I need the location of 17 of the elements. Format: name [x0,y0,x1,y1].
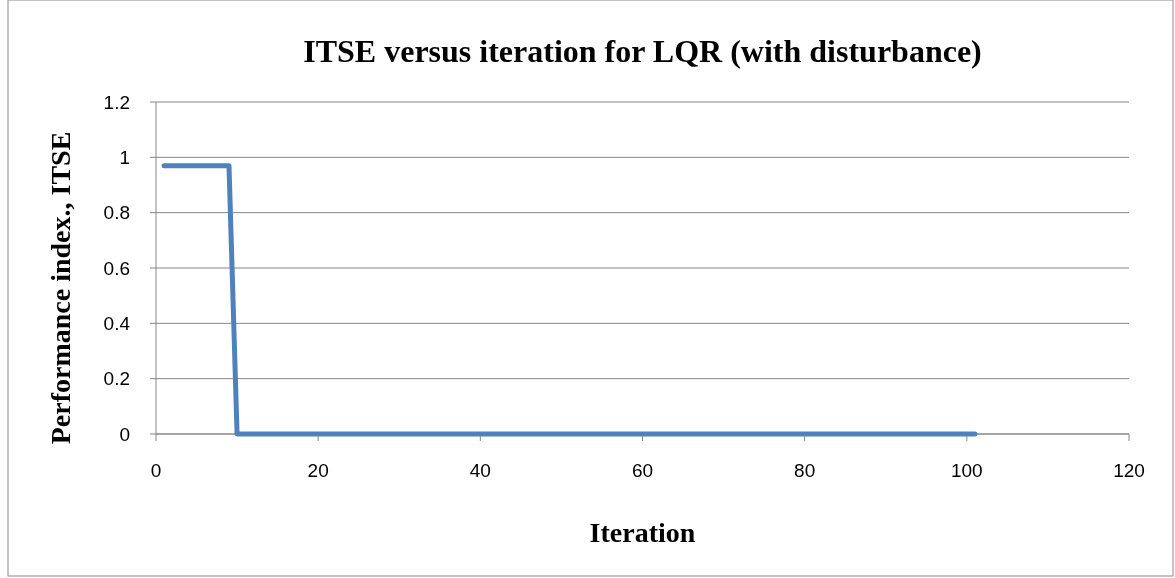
x-tick-label: 40 [469,460,491,481]
y-tick-label: 0.4 [103,312,131,334]
x-tick-label: 0 [150,460,162,481]
y-tick-label: 1 [119,146,130,168]
x-tick-label: 60 [631,460,654,481]
y-tick-label: 1.2 [103,91,130,113]
x-axis-title: Iteration [589,517,696,548]
x-tick-label: 20 [307,460,329,481]
x-tick-label: 120 [1113,460,1145,481]
y-tick-label: 0.2 [103,368,130,390]
y-axis-title: Performance index., ITSE [45,131,76,445]
x-tick-label: 100 [950,460,983,481]
y-tick-label: 0.6 [103,257,130,279]
chart-title: ITSE versus iteration for LQR (with disturbance) [303,33,982,69]
y-tick-label: 0 [119,423,130,445]
y-tick-label: 0.8 [103,202,130,224]
x-tick-label: 80 [794,460,816,481]
